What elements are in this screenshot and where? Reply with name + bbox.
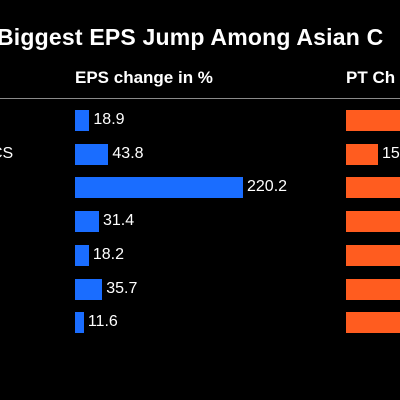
eps-bar bbox=[75, 244, 89, 266]
eps-bar bbox=[75, 278, 103, 300]
eps-column-header: EPS change in % bbox=[75, 68, 213, 87]
eps-bar bbox=[75, 312, 84, 334]
eps-value-label: 11.6 bbox=[87, 313, 118, 331]
eps-value-label: 18.9 bbox=[93, 111, 125, 128]
pt-bar bbox=[346, 244, 400, 266]
eps-bar bbox=[75, 143, 109, 165]
eps-bar bbox=[75, 211, 99, 233]
eps-value-label: 35.7 bbox=[106, 279, 138, 297]
pt-column-header: PT Ch bbox=[346, 68, 396, 87]
pt-bar bbox=[346, 143, 378, 165]
header-divider bbox=[0, 98, 400, 99]
eps-value-label: 31.4 bbox=[102, 212, 135, 230]
eps-value-label: 43.8 bbox=[112, 144, 144, 162]
eps-bar bbox=[75, 110, 90, 131]
row-label: CS bbox=[0, 144, 14, 162]
eps-value-label: 18.2 bbox=[92, 245, 125, 263]
pt-value-label: 15 bbox=[382, 144, 400, 162]
eps-bar bbox=[75, 177, 243, 199]
pt-bar bbox=[346, 110, 400, 131]
pt-bar bbox=[346, 278, 400, 300]
chart-title: Biggest EPS Jump Among Asian C bbox=[0, 24, 384, 50]
pt-bar bbox=[346, 211, 400, 233]
pt-bar bbox=[346, 312, 400, 334]
eps-value-label: 220.2 bbox=[247, 178, 288, 196]
pt-bar bbox=[346, 177, 400, 199]
